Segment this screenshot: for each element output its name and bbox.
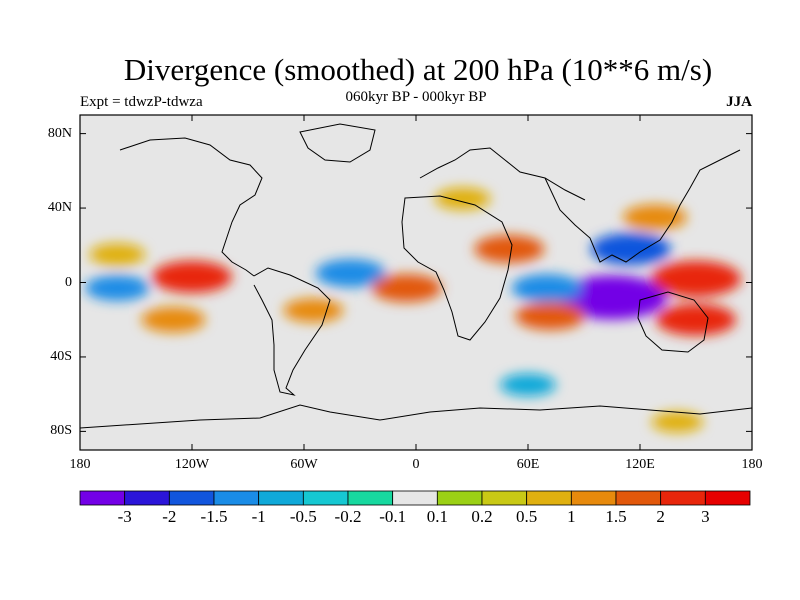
colorbar-swatch [660,490,706,506]
colorbar-level-label: -0.1 [379,507,407,526]
colorbar-level-label: -3 [117,507,132,526]
field-atlantic-convergence [315,259,386,288]
colorbar-swatch [168,490,215,506]
colorbar-swatch [213,490,260,506]
greenland-coast [299,123,376,163]
field-africa-divergence [371,274,442,303]
lat-label: 40N [47,200,72,216]
field-tropical-pacific-convergence [85,275,150,301]
colorbar-swatch [258,490,304,506]
colorbar-level-label: 1 [567,507,576,526]
colorbar-level-label: 1.5 [605,507,627,526]
lon-label: 180 [741,457,763,472]
colorbar-level-label: -1 [251,507,266,526]
colorbar [79,490,751,506]
antarctica-coast [80,404,752,429]
asia-coast [544,149,741,263]
colorbar-swatch [347,490,394,506]
field-north-pacific-divergence [89,243,146,266]
colorbar-swatch [302,490,349,506]
lat-label: 80N [47,125,72,141]
colorbar-swatch [704,490,751,506]
field-northeast-pacific-divergence [152,260,232,293]
lat-label: 40S [50,348,72,364]
axis-ticks [79,115,753,450]
south-america-coast [253,267,331,396]
colorbar-swatch [392,490,438,506]
colorbar-swatch [570,490,617,506]
colorbar-level-label: 0.5 [516,507,538,526]
colorbar-swatch [481,490,528,506]
field-australia-divergence [656,303,736,336]
field-eastern-europe-divergence [434,187,491,210]
lon-label: 60W [290,457,318,472]
colorbar-swatch [124,490,170,506]
colorbar-level-label: 0.2 [471,507,493,526]
lon-label: 60E [516,457,540,472]
colorbar-level-label: -1.5 [200,507,228,526]
colorbar-swatch [615,490,662,506]
experiment-label: Expt = tdwzP-tdwza [80,94,203,110]
colorbar-level-label: -2 [162,507,177,526]
colorbar-level-label: 0.1 [426,507,448,526]
field-south-america-divergence [283,298,344,323]
field-south-pacific-divergence [141,306,206,333]
coastlines [80,123,752,429]
field-japan-divergence [622,204,687,231]
colorbar-swatch [436,490,483,506]
colorbar-level-label: 3 [701,507,710,526]
field-west-pacific-divergence [651,260,741,297]
lat-label: 80S [50,423,72,439]
field-indian-ocean-convergence [511,274,582,303]
europe-coast [419,147,586,201]
time-period-label: 060kyr BP - 000kyr BP [345,89,487,105]
chart-title: Divergence (smoothed) at 200 hPa (10**6 … [123,52,713,87]
field-southern-ocean-convergence [500,373,556,397]
lon-label: 0 [412,457,420,472]
season-label: JJA [726,94,752,110]
lon-label: 180 [69,457,91,472]
north-america-coast [119,137,263,277]
field-antarctic-divergence [651,411,704,433]
field-philippine-convergence [590,233,671,265]
africa-coast [401,195,513,341]
colorbar-swatch [79,490,126,506]
colorbar-level-label: 2 [656,507,665,526]
lon-label: 120W [174,457,210,472]
colorbar-swatch [526,490,572,506]
lat-label: 0 [65,274,72,290]
australia-coast [637,291,709,353]
lon-label: 120E [625,457,655,472]
colorbar-level-label: -0.2 [334,507,362,526]
field-arabian-divergence [474,235,545,263]
colorbar-level-label: -0.5 [289,507,317,526]
field-south-indian-divergence [515,302,586,330]
